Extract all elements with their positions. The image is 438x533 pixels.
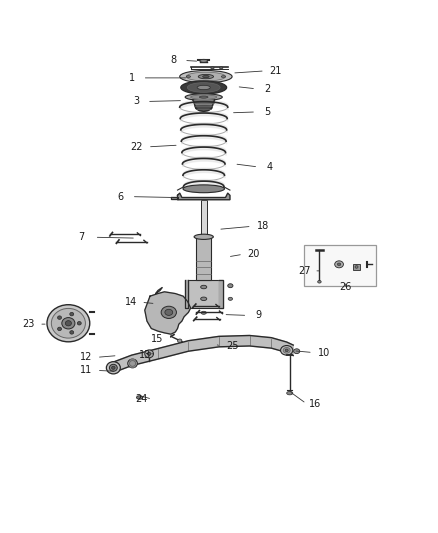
Text: 16: 16 — [309, 399, 321, 409]
Text: 15: 15 — [151, 334, 163, 344]
Text: 20: 20 — [248, 249, 260, 259]
Ellipse shape — [201, 297, 207, 301]
Ellipse shape — [228, 297, 233, 300]
Ellipse shape — [70, 312, 74, 316]
Ellipse shape — [70, 330, 74, 334]
Ellipse shape — [293, 349, 300, 353]
Ellipse shape — [201, 285, 207, 289]
Ellipse shape — [57, 316, 61, 319]
Text: 3: 3 — [133, 96, 139, 107]
Ellipse shape — [335, 261, 343, 268]
Text: 8: 8 — [170, 55, 176, 66]
Ellipse shape — [180, 70, 232, 83]
Ellipse shape — [194, 234, 213, 239]
Ellipse shape — [57, 327, 61, 330]
Text: 7: 7 — [78, 232, 85, 242]
Ellipse shape — [283, 348, 290, 353]
Text: 6: 6 — [118, 192, 124, 201]
Ellipse shape — [200, 59, 208, 62]
Bar — [353, 264, 360, 270]
Ellipse shape — [197, 85, 210, 90]
Text: 24: 24 — [135, 394, 148, 404]
Text: 25: 25 — [226, 341, 238, 351]
Ellipse shape — [51, 309, 85, 338]
Polygon shape — [129, 360, 136, 367]
Ellipse shape — [186, 72, 226, 81]
Ellipse shape — [148, 352, 151, 356]
Ellipse shape — [47, 305, 90, 342]
Ellipse shape — [65, 321, 71, 326]
Text: 5: 5 — [264, 107, 270, 117]
Ellipse shape — [145, 350, 153, 358]
Text: 1: 1 — [129, 73, 135, 83]
Polygon shape — [193, 100, 215, 111]
Ellipse shape — [318, 280, 321, 283]
Ellipse shape — [62, 318, 75, 329]
Polygon shape — [112, 335, 293, 373]
Ellipse shape — [287, 391, 293, 395]
Ellipse shape — [183, 185, 224, 193]
Ellipse shape — [191, 95, 217, 99]
Text: 27: 27 — [298, 266, 311, 276]
Text: 18: 18 — [257, 221, 269, 231]
Polygon shape — [145, 292, 191, 334]
Polygon shape — [155, 287, 162, 294]
Text: 23: 23 — [22, 319, 35, 329]
Ellipse shape — [106, 362, 120, 374]
Ellipse shape — [187, 83, 220, 92]
Ellipse shape — [110, 364, 117, 372]
Ellipse shape — [201, 311, 206, 314]
Text: 12: 12 — [80, 352, 92, 362]
Ellipse shape — [285, 349, 288, 352]
Ellipse shape — [203, 76, 209, 78]
Ellipse shape — [221, 76, 226, 77]
Bar — [304, 245, 376, 286]
Bar — [188, 280, 219, 308]
Text: 2: 2 — [264, 84, 270, 94]
Ellipse shape — [78, 321, 81, 325]
Ellipse shape — [181, 81, 226, 94]
Ellipse shape — [112, 366, 115, 369]
Ellipse shape — [198, 75, 214, 79]
Polygon shape — [184, 280, 188, 308]
Text: 26: 26 — [339, 282, 352, 293]
Ellipse shape — [219, 67, 223, 69]
Polygon shape — [219, 280, 223, 308]
Ellipse shape — [337, 263, 341, 265]
Text: 11: 11 — [80, 366, 92, 375]
Text: 4: 4 — [266, 162, 272, 172]
Text: 21: 21 — [269, 66, 282, 76]
Ellipse shape — [130, 361, 136, 366]
Polygon shape — [177, 193, 230, 200]
Text: 10: 10 — [318, 348, 330, 358]
Ellipse shape — [137, 395, 143, 399]
Ellipse shape — [165, 309, 173, 316]
Polygon shape — [171, 197, 177, 199]
Ellipse shape — [211, 67, 214, 69]
Text: 22: 22 — [131, 142, 143, 152]
Ellipse shape — [161, 306, 177, 318]
Ellipse shape — [281, 345, 293, 355]
Ellipse shape — [199, 96, 208, 98]
Ellipse shape — [355, 265, 358, 268]
Ellipse shape — [186, 76, 191, 77]
Ellipse shape — [185, 94, 222, 100]
Ellipse shape — [128, 359, 138, 368]
Text: 13: 13 — [139, 350, 151, 360]
Ellipse shape — [177, 339, 182, 343]
Bar — [196, 237, 211, 280]
Bar — [201, 200, 207, 237]
Text: 14: 14 — [125, 297, 137, 308]
Ellipse shape — [228, 284, 233, 288]
Text: 9: 9 — [255, 310, 261, 320]
